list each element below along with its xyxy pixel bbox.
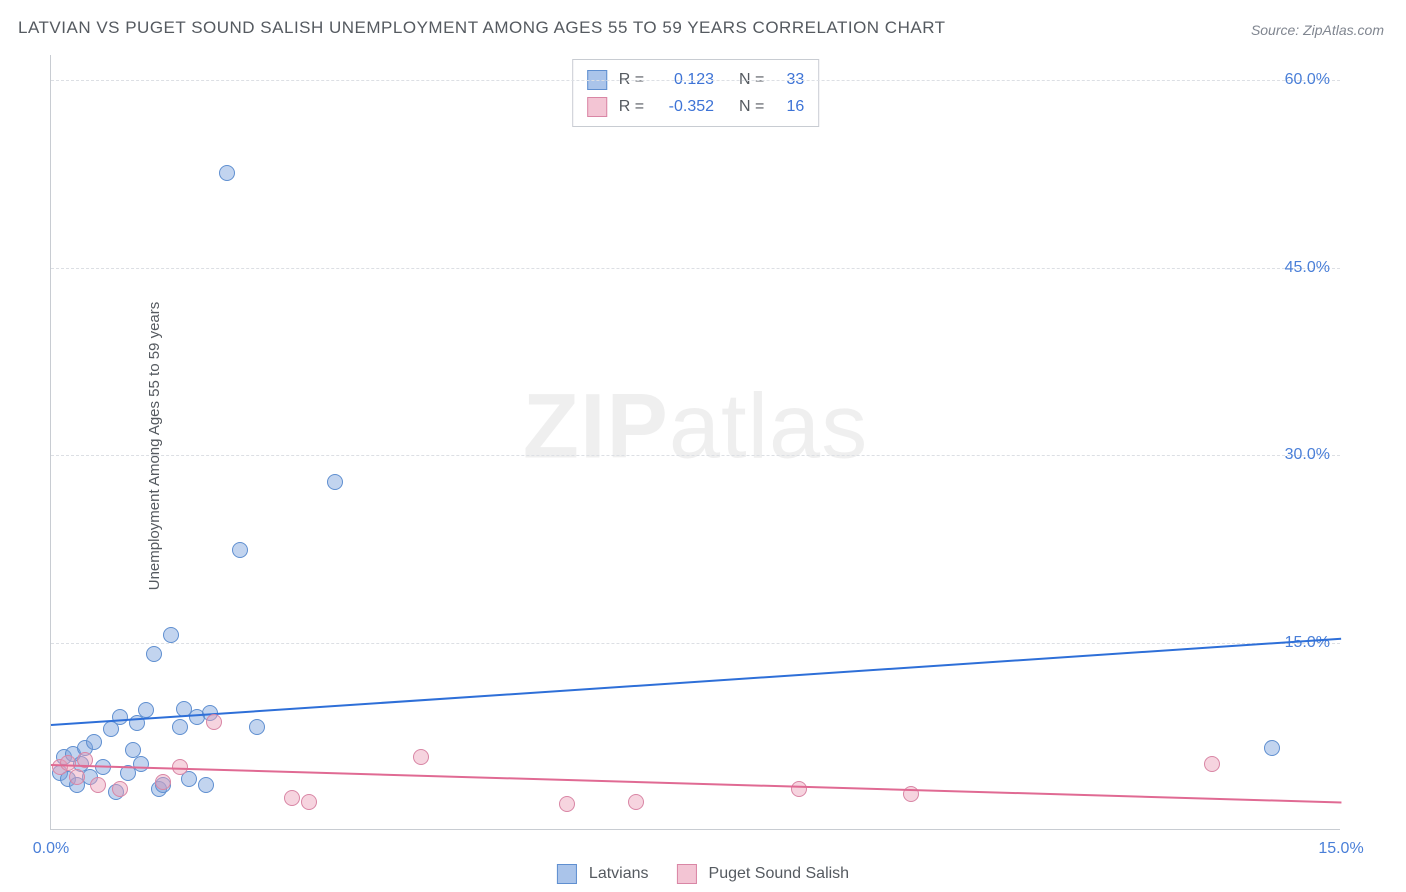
data-point [69,769,85,785]
gridline [51,643,1340,644]
series-legend: Latvians Puget Sound Salish [557,864,849,884]
x-tick-label: 0.0% [33,840,69,858]
data-point [155,774,171,790]
y-tick-label: 30.0% [1285,446,1330,464]
stat-r-value: -0.352 [656,93,714,120]
legend-label: Puget Sound Salish [709,865,850,883]
legend-item: Latvians [557,864,649,884]
gridline [51,455,1340,456]
stat-n-label: N = [739,93,764,120]
data-point [249,719,265,735]
legend-swatch [587,97,607,117]
trend-line [51,764,1341,803]
data-point [1264,740,1280,756]
data-point [1204,756,1220,772]
data-point [327,474,343,490]
data-point [284,790,300,806]
data-point [628,794,644,810]
legend-swatch [557,864,577,884]
data-point [232,542,248,558]
watermark: ZIPatlas [523,374,868,479]
data-point [112,781,128,797]
data-point [172,719,188,735]
legend-swatch [677,864,697,884]
plot-area: ZIPatlas R =0.123 N =33R =-0.352 N =16 1… [50,55,1340,830]
gridline [51,268,1340,269]
data-point [86,734,102,750]
y-tick-label: 45.0% [1285,259,1330,277]
stat-r-label: R = [619,93,644,120]
stat-n-value: 16 [776,93,804,120]
chart-title: LATVIAN VS PUGET SOUND SALISH UNEMPLOYME… [18,18,946,38]
gridline [51,80,1340,81]
legend-label: Latvians [589,865,649,883]
data-point [206,714,222,730]
data-point [219,165,235,181]
data-point [163,627,179,643]
data-point [90,777,106,793]
watermark-light: atlas [669,375,868,477]
correlation-stats-box: R =0.123 N =33R =-0.352 N =16 [572,59,820,127]
data-point [112,709,128,725]
legend-item: Puget Sound Salish [677,864,850,884]
watermark-bold: ZIP [523,375,669,477]
data-point [198,777,214,793]
data-point [791,781,807,797]
trend-line [51,638,1341,726]
data-point [172,759,188,775]
data-point [146,646,162,662]
data-point [301,794,317,810]
data-point [559,796,575,812]
data-point [413,749,429,765]
y-tick-label: 60.0% [1285,71,1330,89]
source-attribution: Source: ZipAtlas.com [1251,22,1384,38]
data-point [138,702,154,718]
x-tick-label: 15.0% [1318,840,1363,858]
data-point [133,756,149,772]
stats-row: R = -0.352 N = 16 [587,93,805,120]
